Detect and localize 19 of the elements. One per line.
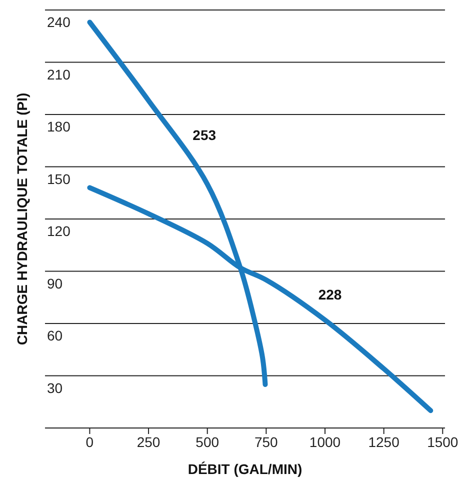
x-tick-label: 500 [196, 434, 220, 450]
x-tick-label: 1250 [368, 434, 400, 450]
y-tick-label: 180 [47, 118, 71, 134]
series-label: 253 [192, 126, 216, 143]
y-tick-label: 240 [47, 14, 71, 30]
x-tick-label: 250 [136, 434, 160, 450]
y-axis-title: CHARGE HYDRAULIQUE TOTALE (PI) [14, 92, 30, 346]
series-label: 228 [318, 286, 342, 303]
y-tick-label: 90 [47, 275, 63, 292]
y-tick-label: 120 [47, 223, 71, 239]
x-tick-label: 750 [254, 434, 278, 450]
x-tick-label: 1500 [427, 434, 458, 450]
x-tick-label: 1000 [309, 434, 341, 450]
x-tick-label: 0 [86, 434, 94, 450]
y-tick-label: 30 [47, 380, 63, 396]
x-axis-title: DÉBIT (GAL/MIN) [188, 461, 302, 477]
y-tick-label: 150 [47, 170, 71, 187]
y-tick-label: 210 [47, 66, 71, 82]
y-tick-label: 60 [47, 328, 63, 344]
